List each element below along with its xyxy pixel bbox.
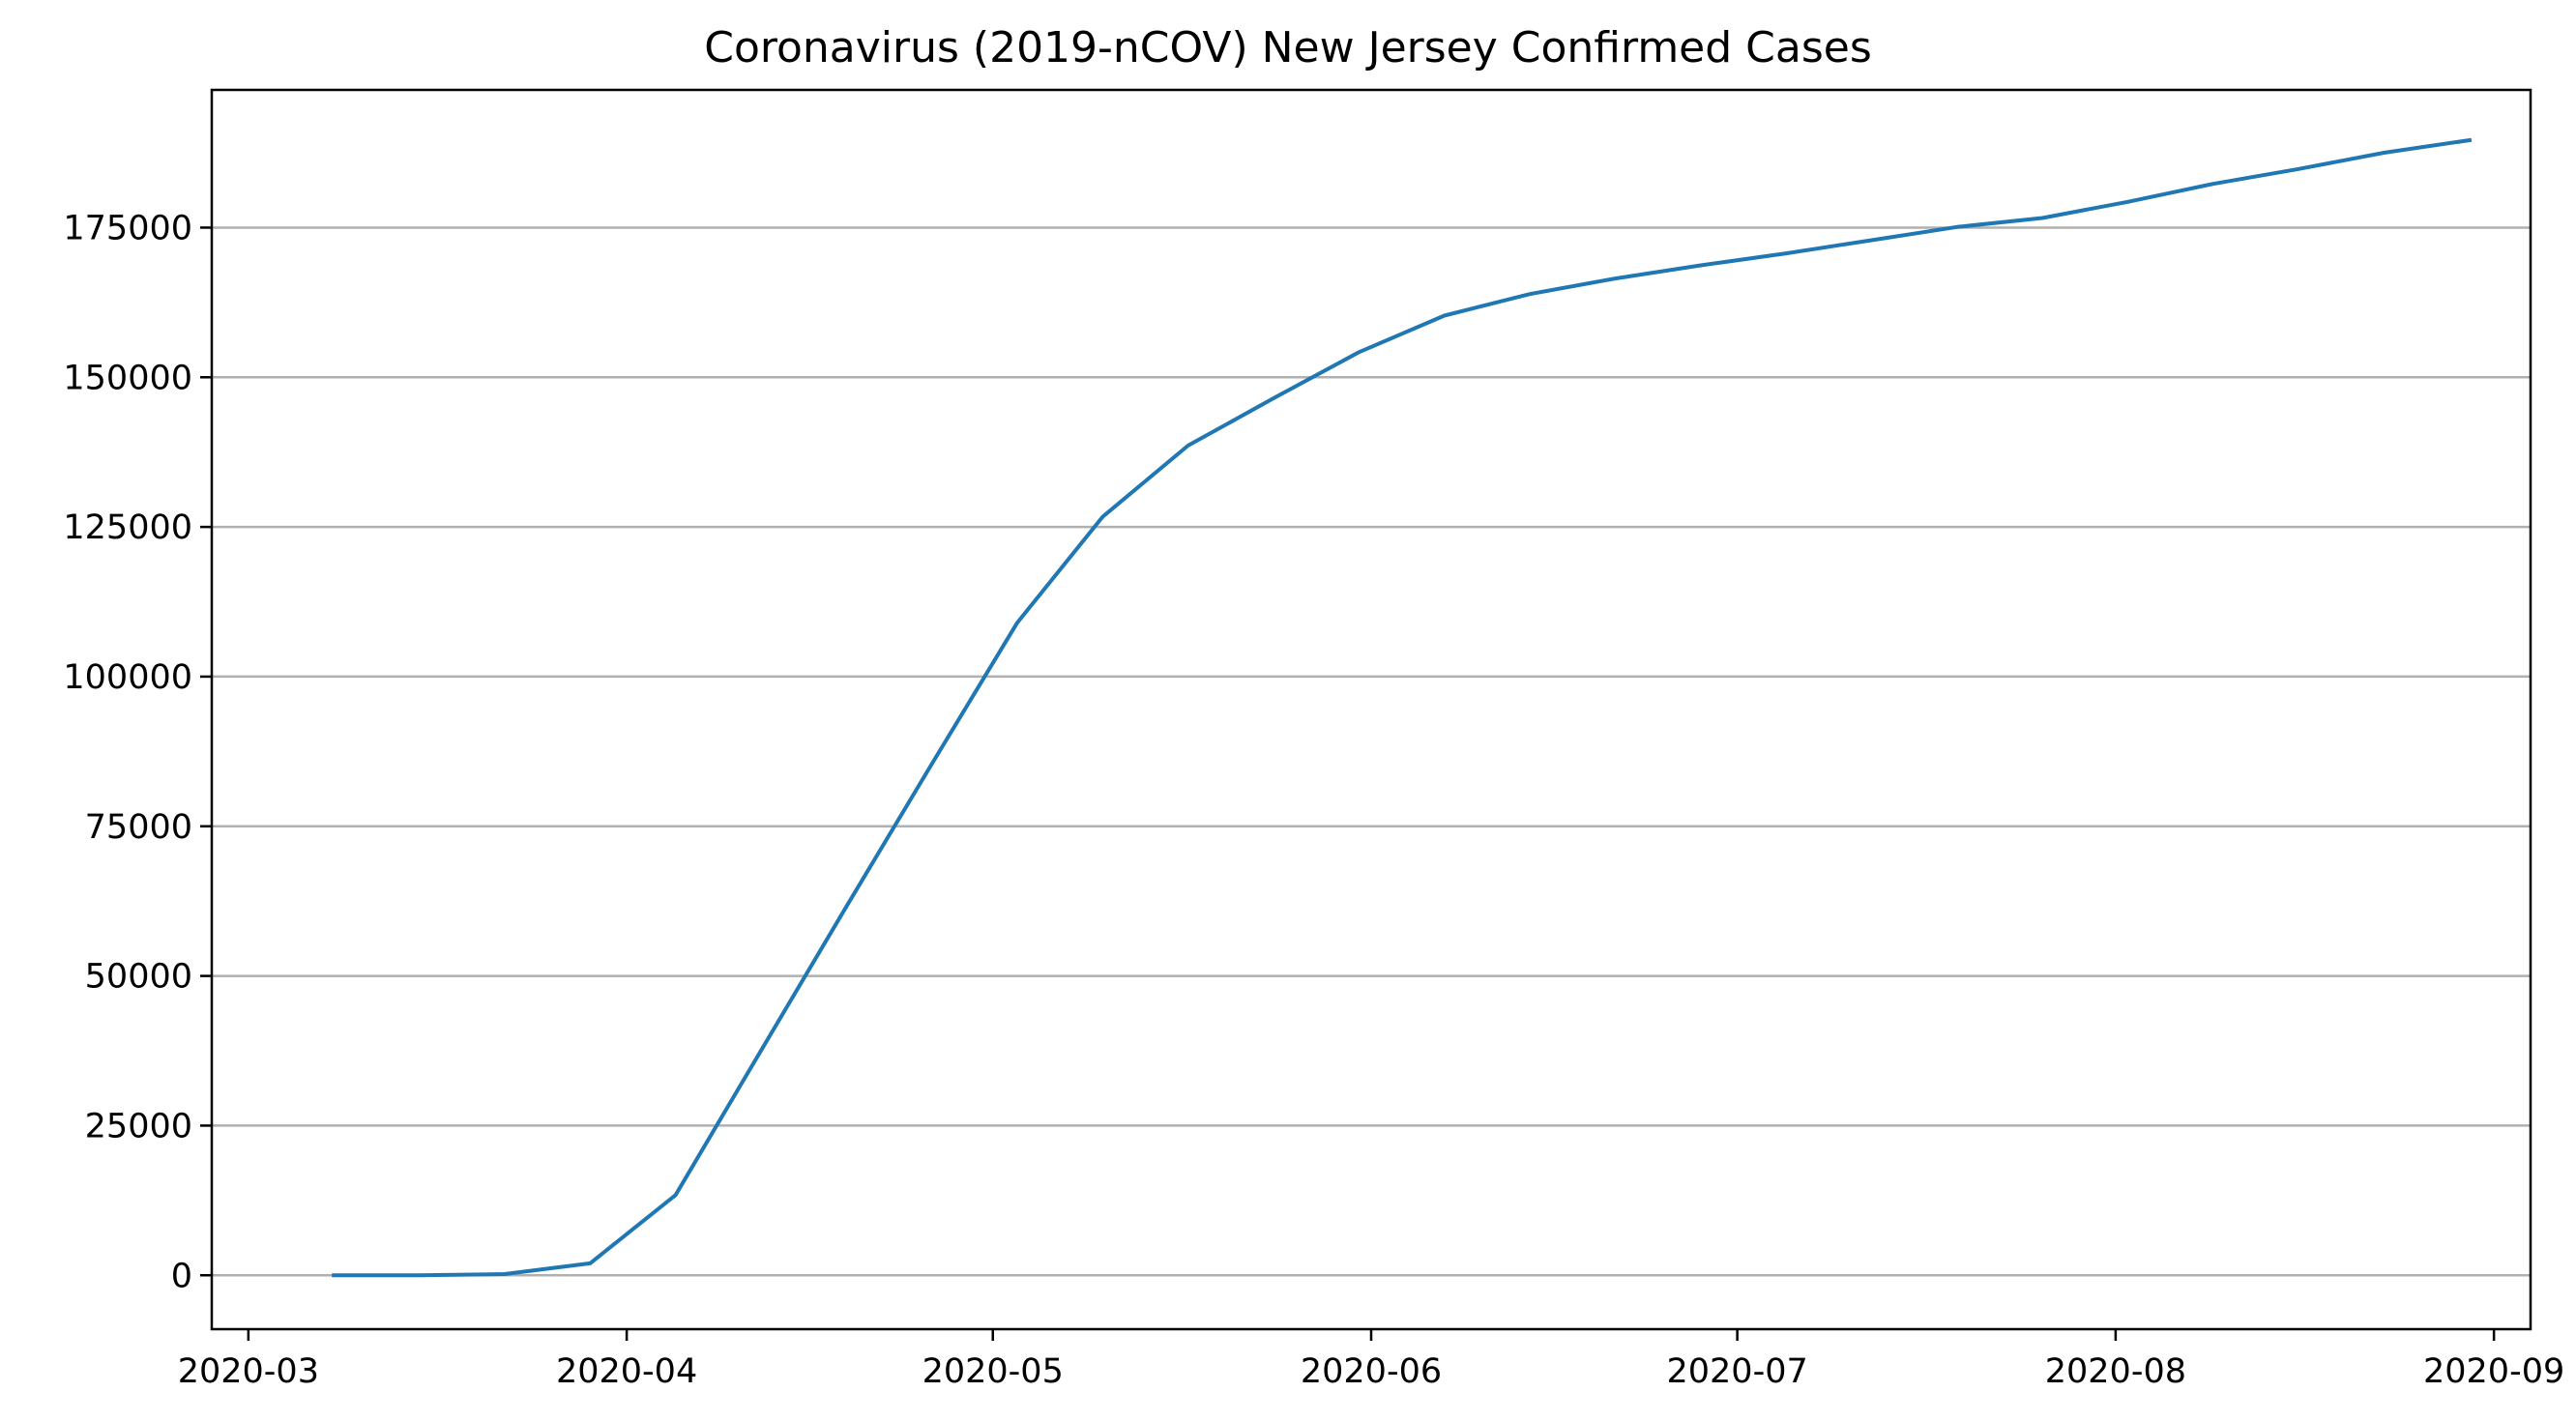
series-line-confirmed-cases — [332, 137, 2473, 1278]
y-axis: 0 25000 50000 75000 100000 125000 150000 175000 — [63, 209, 212, 1295]
chart-title: Coronavirus (2019-nCOV) New Jersey Confi… — [704, 23, 1872, 72]
x-tick-label: 2020-09 — [2423, 1352, 2564, 1391]
y-tick-label: 0 — [171, 1257, 192, 1295]
grid-lines — [212, 226, 2531, 1277]
x-tick-label: 2020-04 — [556, 1352, 697, 1391]
y-tick-label: 175000 — [63, 209, 192, 247]
y-tick-label: 100000 — [63, 658, 192, 697]
x-axis: 2020-03 2020-04 2020-05 2020-06 2020-07 2020-… — [178, 1329, 2564, 1391]
y-tick-label: 25000 — [85, 1107, 192, 1146]
series-layer — [332, 137, 2473, 1278]
x-tick-label: 2020-08 — [2045, 1352, 2186, 1391]
x-tick-label: 2020-03 — [178, 1352, 319, 1391]
y-tick-label: 125000 — [63, 508, 192, 547]
y-tick-label: 50000 — [85, 958, 192, 997]
x-tick-label: 2020-05 — [922, 1352, 1064, 1391]
x-tick-label: 2020-07 — [1667, 1352, 1808, 1391]
x-tick-label: 2020-06 — [1301, 1352, 1442, 1391]
y-tick-label: 150000 — [63, 359, 192, 397]
y-tick-label: 75000 — [85, 808, 192, 847]
